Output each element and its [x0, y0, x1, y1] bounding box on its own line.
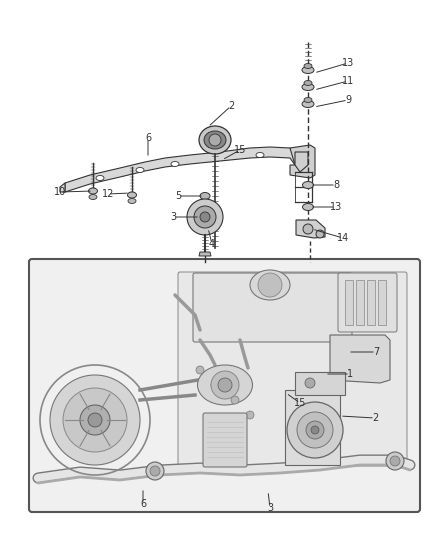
Circle shape — [146, 462, 164, 480]
Ellipse shape — [304, 80, 312, 85]
Text: 2: 2 — [372, 413, 378, 423]
Ellipse shape — [303, 182, 314, 189]
Ellipse shape — [96, 175, 104, 181]
Text: 15: 15 — [294, 398, 306, 408]
Polygon shape — [285, 390, 340, 465]
Text: 11: 11 — [342, 76, 354, 86]
Polygon shape — [330, 335, 390, 383]
Text: 10: 10 — [54, 187, 66, 197]
Text: 15: 15 — [234, 145, 246, 155]
Circle shape — [187, 199, 223, 235]
Circle shape — [305, 378, 315, 388]
Ellipse shape — [198, 365, 252, 405]
Bar — [367, 280, 375, 325]
Circle shape — [298, 157, 308, 167]
Ellipse shape — [250, 270, 290, 300]
Circle shape — [88, 413, 102, 427]
FancyBboxPatch shape — [29, 259, 420, 512]
Ellipse shape — [199, 126, 231, 154]
Text: 7: 7 — [373, 347, 379, 357]
Circle shape — [390, 456, 400, 466]
Ellipse shape — [89, 195, 97, 199]
Circle shape — [231, 396, 239, 404]
Text: 1: 1 — [347, 369, 353, 379]
Circle shape — [316, 230, 324, 238]
Ellipse shape — [302, 101, 314, 108]
Circle shape — [200, 212, 210, 222]
Ellipse shape — [88, 188, 98, 194]
Ellipse shape — [200, 192, 210, 199]
Circle shape — [258, 273, 282, 297]
Polygon shape — [295, 152, 308, 172]
Polygon shape — [60, 183, 65, 192]
Text: 13: 13 — [330, 202, 342, 212]
Text: 9: 9 — [345, 95, 351, 105]
Text: 6: 6 — [145, 133, 151, 143]
Text: 14: 14 — [337, 233, 349, 243]
Circle shape — [211, 381, 219, 389]
Circle shape — [150, 466, 160, 476]
Circle shape — [246, 411, 254, 419]
Circle shape — [63, 388, 127, 452]
Circle shape — [211, 371, 239, 399]
Circle shape — [209, 134, 221, 146]
Polygon shape — [65, 147, 295, 192]
Text: 4: 4 — [209, 239, 215, 249]
Ellipse shape — [302, 67, 314, 74]
Ellipse shape — [256, 152, 264, 157]
Text: 3: 3 — [267, 503, 273, 513]
Circle shape — [303, 224, 313, 234]
Circle shape — [218, 378, 232, 392]
Circle shape — [80, 405, 110, 435]
FancyBboxPatch shape — [203, 413, 247, 467]
Text: 12: 12 — [102, 189, 114, 199]
Ellipse shape — [128, 198, 136, 204]
Bar — [378, 280, 386, 325]
Ellipse shape — [304, 63, 312, 69]
Ellipse shape — [302, 84, 314, 91]
Ellipse shape — [304, 98, 312, 102]
FancyBboxPatch shape — [338, 273, 397, 332]
Text: 6: 6 — [140, 499, 146, 509]
Ellipse shape — [303, 204, 314, 211]
Bar — [356, 280, 364, 325]
Text: 13: 13 — [342, 58, 354, 68]
Text: 2: 2 — [228, 101, 234, 111]
Ellipse shape — [204, 131, 226, 149]
Text: 5: 5 — [175, 191, 181, 201]
FancyBboxPatch shape — [178, 272, 407, 466]
FancyBboxPatch shape — [193, 273, 352, 342]
Circle shape — [311, 426, 319, 434]
Polygon shape — [296, 220, 325, 238]
Circle shape — [386, 452, 404, 470]
Bar — [345, 280, 353, 325]
Circle shape — [297, 412, 333, 448]
Circle shape — [287, 402, 343, 458]
Circle shape — [306, 421, 324, 439]
Text: 8: 8 — [333, 180, 339, 190]
Ellipse shape — [136, 167, 144, 173]
Polygon shape — [199, 252, 211, 256]
Text: 3: 3 — [170, 212, 176, 222]
Circle shape — [50, 375, 140, 465]
Ellipse shape — [171, 161, 179, 166]
Circle shape — [196, 366, 204, 374]
Polygon shape — [295, 372, 345, 395]
Ellipse shape — [127, 192, 137, 198]
Circle shape — [194, 206, 216, 228]
Polygon shape — [290, 145, 315, 178]
